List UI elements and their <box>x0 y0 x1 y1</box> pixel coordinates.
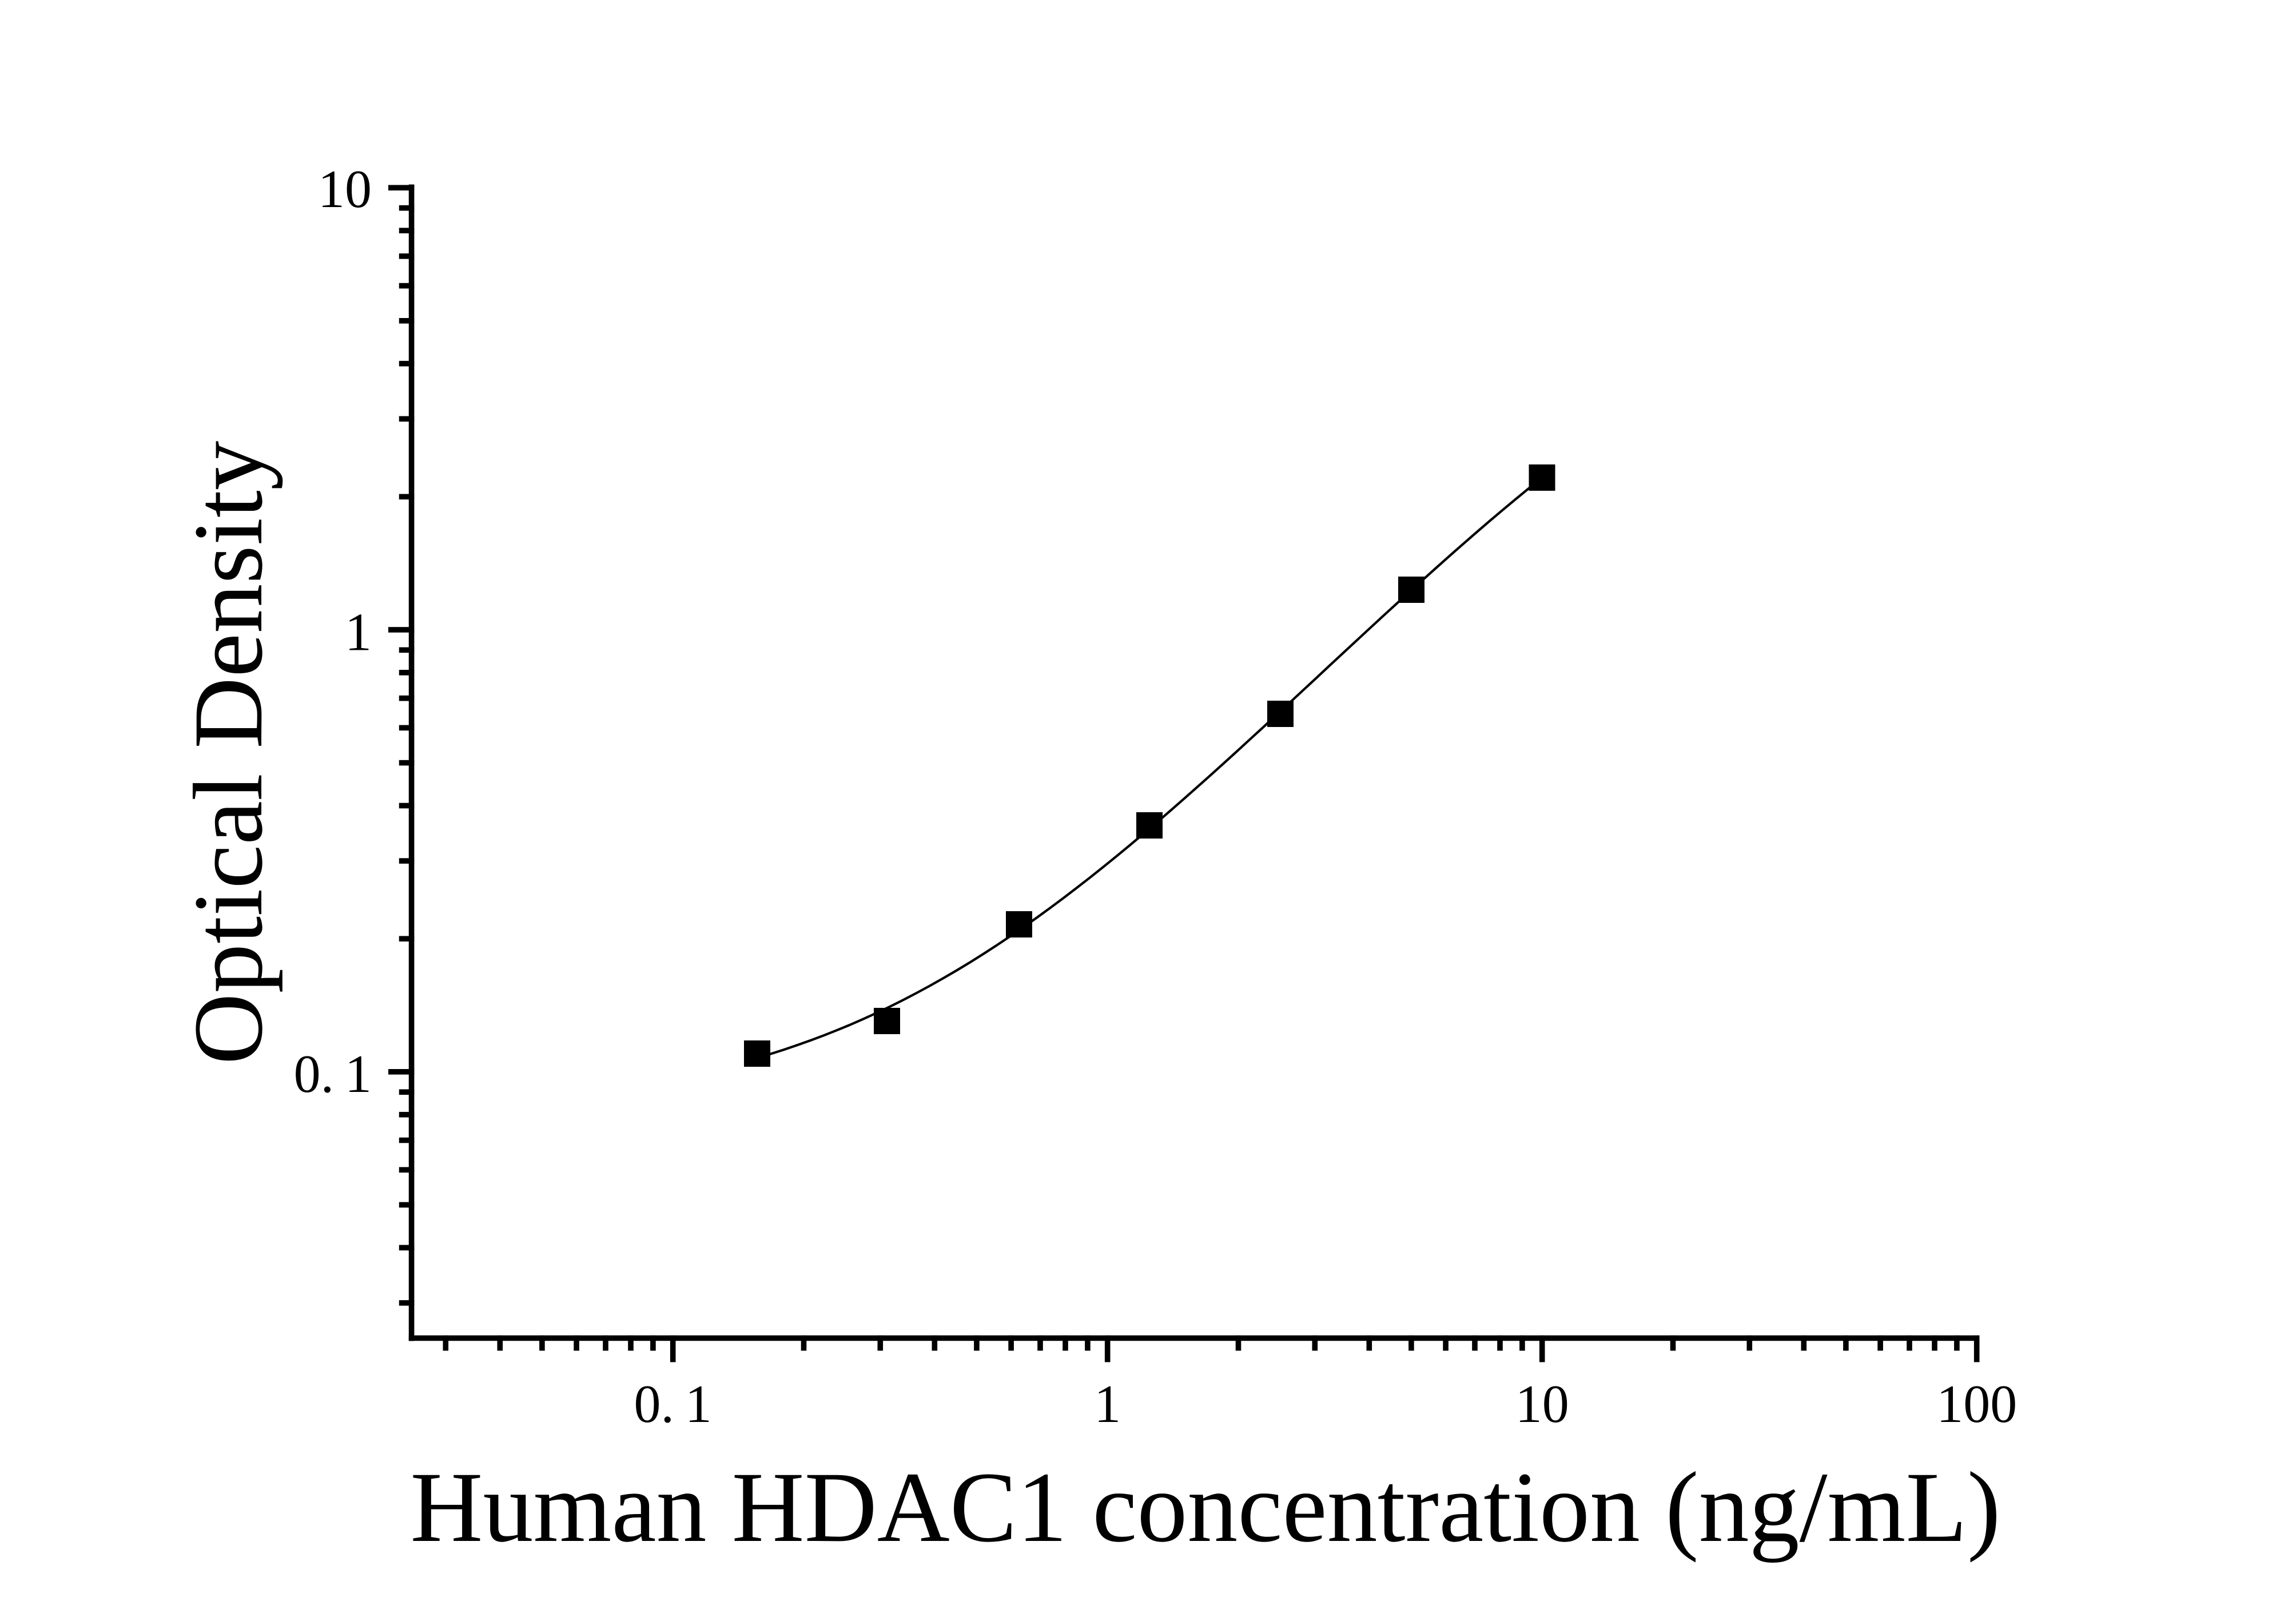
svg-text:Optical Density: Optical Density <box>174 441 283 1065</box>
svg-text:100: 100 <box>1936 1374 2017 1434</box>
svg-text:10: 10 <box>318 160 372 219</box>
svg-text:1: 1 <box>1094 1374 1121 1434</box>
svg-text:0. 1: 0. 1 <box>634 1374 712 1434</box>
svg-text:0. 1: 0. 1 <box>294 1044 372 1104</box>
svg-text:10: 10 <box>1515 1374 1569 1434</box>
svg-text:Human HDAC1 concentration (ng/: Human HDAC1 concentration (ng/mL) <box>410 1452 2000 1563</box>
svg-text:1: 1 <box>345 603 372 662</box>
